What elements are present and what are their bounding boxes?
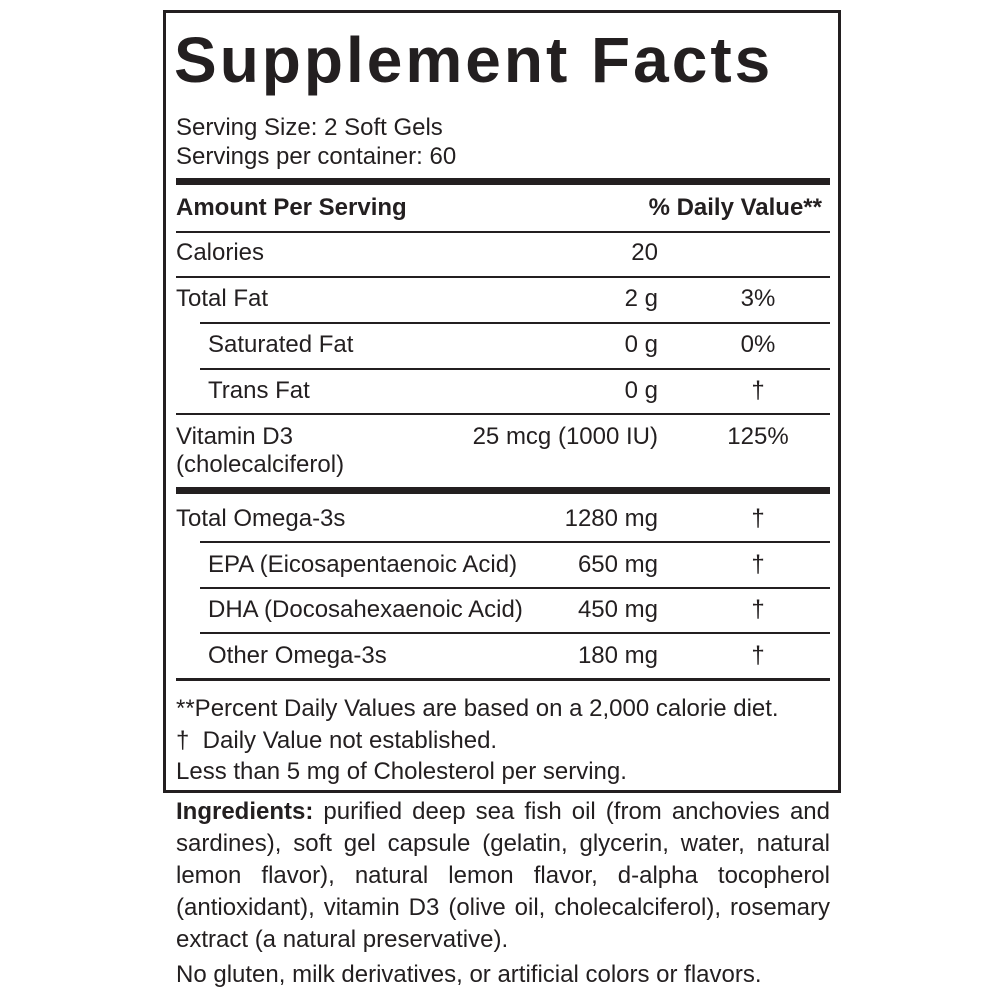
row-dv: 125% <box>727 423 789 450</box>
rule <box>176 678 830 681</box>
row-dv: † <box>751 596 765 623</box>
footnote: † Daily Value not established. <box>176 727 498 754</box>
rule <box>200 587 830 589</box>
servings-per-container: Servings per container: 60 <box>176 143 457 170</box>
rule <box>200 541 830 543</box>
rule <box>200 322 830 324</box>
row-name: Trans Fat <box>208 377 310 404</box>
row-amount: 25 mcg (1000 IU) <box>472 423 658 450</box>
rule <box>200 368 830 370</box>
row-dv: † <box>751 505 765 532</box>
rule <box>176 231 830 233</box>
rule <box>200 632 830 634</box>
row-amount: 20 <box>631 239 658 266</box>
row-amount: 0 g <box>624 377 658 404</box>
row-amount: 1280 mg <box>564 505 658 532</box>
row-subname: (cholecalciferol) <box>176 451 345 478</box>
footnote: **Percent Daily Values are based on a 2,… <box>176 695 779 722</box>
row-amount: 180 mg <box>577 642 658 669</box>
rule <box>176 276 830 278</box>
row-name: Vitamin D3 <box>176 423 293 450</box>
row-name: Other Omega-3s <box>208 642 387 669</box>
row-amount: 2 g <box>624 285 658 312</box>
title: Supplement Facts <box>174 24 774 96</box>
row-amount: 650 mg <box>577 551 658 578</box>
row-dv: 0% <box>740 331 776 358</box>
row-amount: 0 g <box>624 331 658 358</box>
header-amount: Amount Per Serving <box>176 194 407 221</box>
row-dv: † <box>751 551 765 578</box>
row-name: Calories <box>176 239 265 266</box>
ingredients-label: Ingredients: <box>176 798 314 825</box>
row-name: Total Fat <box>176 285 269 312</box>
note: No gluten, milk derivatives, or artifici… <box>176 961 762 988</box>
rule <box>176 413 830 415</box>
thick-rule <box>176 178 830 185</box>
row-amount: 450 mg <box>577 596 658 623</box>
footnote: Less than 5 mg of Cholesterol per servin… <box>176 758 627 785</box>
row-name: DHA (Docosahexaenoic Acid) <box>208 596 523 623</box>
label-box <box>163 10 841 793</box>
ingredients: Ingredients: purified deep sea fish oil … <box>176 796 830 956</box>
ingredients-text: purified deep sea fish oil (from anchovi… <box>176 798 830 953</box>
row-name: Saturated Fat <box>208 331 354 358</box>
row-dv: 3% <box>740 285 776 312</box>
row-dv: † <box>751 642 765 669</box>
row-name: Total Omega-3s <box>176 505 346 532</box>
thick-rule <box>176 487 830 494</box>
header-dv: % Daily Value** <box>648 194 822 221</box>
row-dv: † <box>751 377 765 404</box>
row-name: EPA (Eicosapentaenoic Acid) <box>208 551 518 578</box>
serving-size: Serving Size: 2 Soft Gels <box>176 114 443 141</box>
